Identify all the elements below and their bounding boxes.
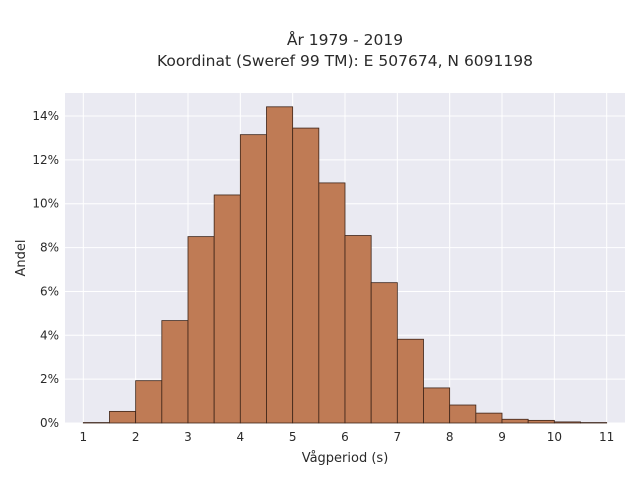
y-axis-label: Andel: [14, 240, 29, 277]
y-tick-label: 6%: [40, 284, 59, 298]
histogram-bar: [292, 127, 320, 424]
chart-title-line2: Koordinat (Sweref 99 TM): E 507674, N 60…: [157, 52, 533, 70]
x-tick-label: 7: [394, 430, 402, 444]
histogram-bar: [449, 404, 477, 424]
histogram-bar: [344, 235, 372, 424]
x-tick-label: 2: [132, 430, 140, 444]
x-tick-label: 8: [446, 430, 454, 444]
y-tick-label: 4%: [40, 328, 59, 342]
histogram-bar: [135, 380, 163, 424]
x-tick-label: 3: [184, 430, 192, 444]
histogram-bar: [501, 418, 529, 424]
histogram-bar: [213, 194, 241, 424]
y-tick-label: 2%: [40, 372, 59, 386]
x-tick-label: 10: [547, 430, 562, 444]
x-tick-label: 4: [237, 430, 245, 444]
x-tick-label: 11: [599, 430, 614, 444]
histogram-bar: [475, 412, 503, 424]
histogram-bar: [396, 338, 424, 424]
y-tick-label: 0%: [40, 416, 59, 430]
x-tick-label: 9: [498, 430, 506, 444]
histogram-bar: [318, 182, 346, 424]
histogram-bar: [370, 282, 398, 424]
y-tick-labels: 0% 2% 4% 6% 8% 10% 12% 14%: [32, 109, 59, 430]
histogram-bar: [553, 421, 581, 424]
x-tick-label: 6: [341, 430, 349, 444]
y-tick-label: 14%: [32, 109, 59, 123]
x-axis-label: Vågperiod (s): [302, 451, 389, 466]
histogram-bar: [423, 387, 451, 424]
histogram-bar: [187, 236, 215, 424]
histogram-bar: [161, 320, 189, 424]
chart-title-line1: År 1979 - 2019: [287, 30, 403, 49]
y-tick-label: 12%: [32, 153, 59, 167]
x-tick-labels: 1 2 3 4 5 6 7 8 9 10 11: [79, 430, 614, 444]
bars-group: [82, 106, 608, 424]
histogram-bar: [109, 410, 137, 424]
x-tick-label: 5: [289, 430, 297, 444]
histogram-bar: [239, 134, 267, 424]
y-tick-label: 10%: [32, 197, 59, 211]
x-tick-label: 1: [79, 430, 87, 444]
y-tick-label: 8%: [40, 241, 59, 255]
histogram-bar: [527, 419, 555, 424]
histogram-bar: [266, 106, 294, 424]
